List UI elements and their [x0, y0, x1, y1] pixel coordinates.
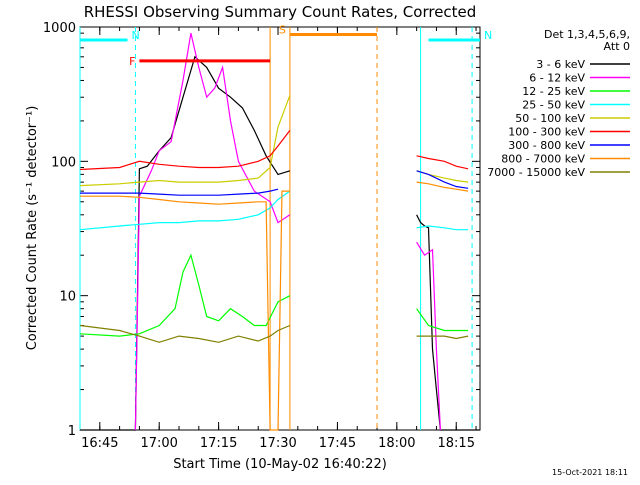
series-line — [416, 181, 469, 192]
series-line — [79, 130, 291, 171]
series-line — [416, 225, 469, 231]
series-line — [79, 253, 291, 337]
x-tick-label: 18:15 — [438, 436, 475, 451]
x-tick-label: 17:30 — [259, 436, 296, 451]
series-line — [79, 324, 291, 343]
x-tick-label: 17:15 — [200, 436, 237, 451]
y-tick-label: 100 — [51, 155, 76, 170]
legend-entry-label: 3 - 6 keV — [536, 58, 585, 71]
series-line — [416, 335, 469, 340]
series-line — [80, 188, 279, 196]
series-line — [416, 308, 469, 332]
legend-entry-label: 800 - 7000 keV — [501, 153, 585, 166]
plot-area: 1 10 100 1000 16:45 17:00 17:15 17:30 17:45 18:00… — [43, 21, 492, 451]
series-line — [79, 95, 291, 187]
legend-entry-label: 25 - 50 keV — [522, 99, 585, 112]
series-line — [416, 155, 469, 170]
y-tick-label: 10 — [59, 290, 76, 305]
annotation-bar-label: F — [129, 55, 135, 68]
series-line — [80, 55, 291, 431]
plot-frame — [79, 26, 481, 431]
series-line — [134, 32, 291, 431]
legend-entry-label: 12 - 25 keV — [522, 85, 585, 98]
legend-entry-label: 7000 - 15000 keV — [487, 166, 585, 179]
legend-header-line-1: Det 1,3,4,5,6,9, — [544, 28, 630, 41]
footer-date: 15-Oct-2021 18:11 — [552, 468, 628, 477]
series-line — [416, 170, 469, 189]
series-line — [79, 190, 291, 231]
chart-title: RHESSI Observing Summary Count Rates, Co… — [84, 3, 477, 21]
y-axis-label: Corrected Count Rate (s⁻¹ detector⁻¹) — [25, 106, 40, 351]
series-line — [80, 190, 290, 431]
annotation-bar-label: N — [132, 29, 140, 42]
y-tick-label: 1 — [68, 424, 76, 439]
series-line — [416, 241, 441, 431]
x-tick-label: 16:45 — [81, 436, 118, 451]
annotation-bar-label: S — [279, 23, 286, 36]
legend-entry-label: 6 - 12 keV — [529, 72, 585, 85]
series-line — [416, 170, 469, 183]
x-tick-label: 18:00 — [378, 436, 415, 451]
legend-entry-label: 100 - 300 keV — [508, 126, 585, 139]
legend-header-line-2: Att 0 — [604, 40, 630, 53]
x-tick-label: 17:45 — [319, 436, 356, 451]
legend-entry-label: 300 - 800 keV — [508, 139, 585, 152]
y-tick-label: 1000 — [43, 21, 76, 36]
annotation-bar-label: N — [484, 29, 492, 42]
x-axis-label: Start Time (10-May-02 16:40:22) — [173, 457, 387, 472]
x-tick-label: 17:00 — [140, 436, 177, 451]
legend-entry-label: 50 - 100 keV — [515, 112, 585, 125]
